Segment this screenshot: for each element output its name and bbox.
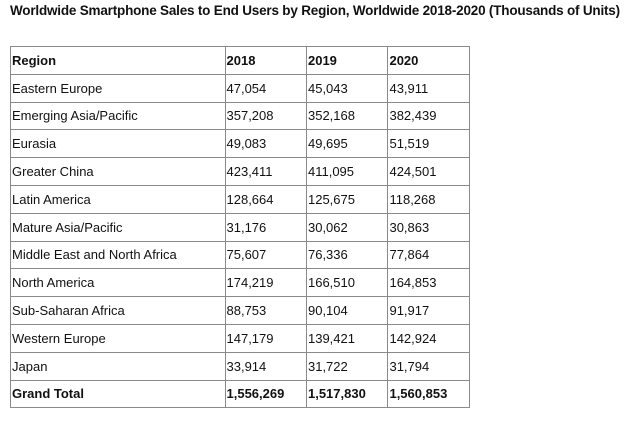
value-cell: 147,179 [224, 323, 307, 353]
table-row: Japan 33,914 31,722 31,794 [10, 351, 470, 381]
table-row: Latin America 128,664 125,675 118,268 [10, 184, 470, 214]
region-cell: Region [10, 46, 226, 75]
value-cell: 30,062 [305, 212, 389, 242]
value-cell: 174,219 [224, 268, 307, 298]
region-cell: Eastern Europe [10, 73, 226, 103]
table-row: Mature Asia/Pacific 31,176 30,062 30,863 [10, 212, 470, 242]
region-cell: Japan [10, 351, 226, 381]
region-cell: Mature Asia/Pacific [10, 212, 226, 242]
value-cell: 352,168 [305, 101, 389, 131]
value-cell: 77,864 [387, 240, 470, 270]
table-row: Sub-Saharan Africa 88,753 90,104 91,917 [10, 296, 470, 325]
grand-total-row: Grand Total 1,556,269 1,517,830 1,560,853 [10, 379, 470, 409]
value-cell: 31,794 [387, 351, 470, 381]
value-cell: 357,208 [224, 101, 307, 131]
value-cell: 47,054 [224, 73, 307, 103]
value-cell: 411,095 [305, 157, 389, 186]
table-row: Greater China 423,411 411,095 424,501 [10, 157, 470, 186]
value-cell: 142,924 [387, 323, 470, 353]
value-cell: 2018 [224, 46, 307, 75]
region-cell: Emerging Asia/Pacific [10, 101, 226, 131]
table-row: Emerging Asia/Pacific 357,208 352,168 382,4… [10, 101, 470, 131]
value-cell: 2020 [387, 46, 470, 75]
value-cell: 128,664 [224, 184, 307, 214]
value-cell: 33,914 [224, 351, 307, 381]
value-cell: 382,439 [387, 101, 470, 131]
value-cell: 166,510 [305, 268, 389, 298]
value-cell: 164,853 [387, 268, 470, 298]
value-cell: 139,421 [305, 323, 389, 353]
value-cell: 31,176 [224, 212, 307, 242]
region-cell: Greater China [10, 157, 226, 186]
value-cell: 43,911 [387, 73, 470, 103]
value-cell: 2019 [305, 46, 389, 75]
region-cell: North America [10, 268, 226, 298]
header-row: Region 2018 2019 2020 [10, 46, 470, 75]
value-cell: 49,083 [224, 129, 307, 159]
value-cell: 1,517,830 [305, 379, 389, 409]
value-cell: 31,722 [305, 351, 389, 381]
region-cell: Western Europe [10, 323, 226, 353]
region-cell: Sub-Saharan Africa [10, 296, 226, 325]
region-cell: Grand Total [10, 379, 226, 409]
value-cell: 76,336 [305, 240, 389, 270]
table-row: Middle East and North Africa 75,607 76,336… [10, 240, 470, 270]
table-row: North America 174,219 166,510 164,853 [10, 268, 470, 298]
value-cell: 75,607 [224, 240, 307, 270]
value-cell: 125,675 [305, 184, 389, 214]
value-cell: 45,043 [305, 73, 389, 103]
value-cell: 423,411 [224, 157, 307, 186]
value-cell: 424,501 [387, 157, 470, 186]
value-cell: 118,268 [387, 184, 470, 214]
value-cell: 88,753 [224, 296, 307, 325]
table-row: Eurasia 49,083 49,695 51,519 [10, 129, 470, 159]
value-cell: 1,556,269 [224, 379, 307, 409]
table-title: Worldwide Smartphone Sales to End Users … [10, 3, 620, 18]
table-row: Eastern Europe 47,054 45,043 43,911 [10, 73, 470, 103]
region-cell: Middle East and North Africa [10, 240, 226, 270]
region-cell: Latin America [10, 184, 226, 214]
value-cell: 49,695 [305, 129, 389, 159]
value-cell: 91,917 [387, 296, 470, 325]
value-cell: 51,519 [387, 129, 470, 159]
value-cell: 30,863 [387, 212, 470, 242]
value-cell: 1,560,853 [387, 379, 470, 409]
value-cell: 90,104 [305, 296, 389, 325]
region-cell: Eurasia [10, 129, 226, 159]
sales-table: Region 2018 2019 2020 Eastern Europe 47,054 45… [10, 46, 470, 409]
table-row: Western Europe 147,179 139,421 142,924 [10, 323, 470, 353]
